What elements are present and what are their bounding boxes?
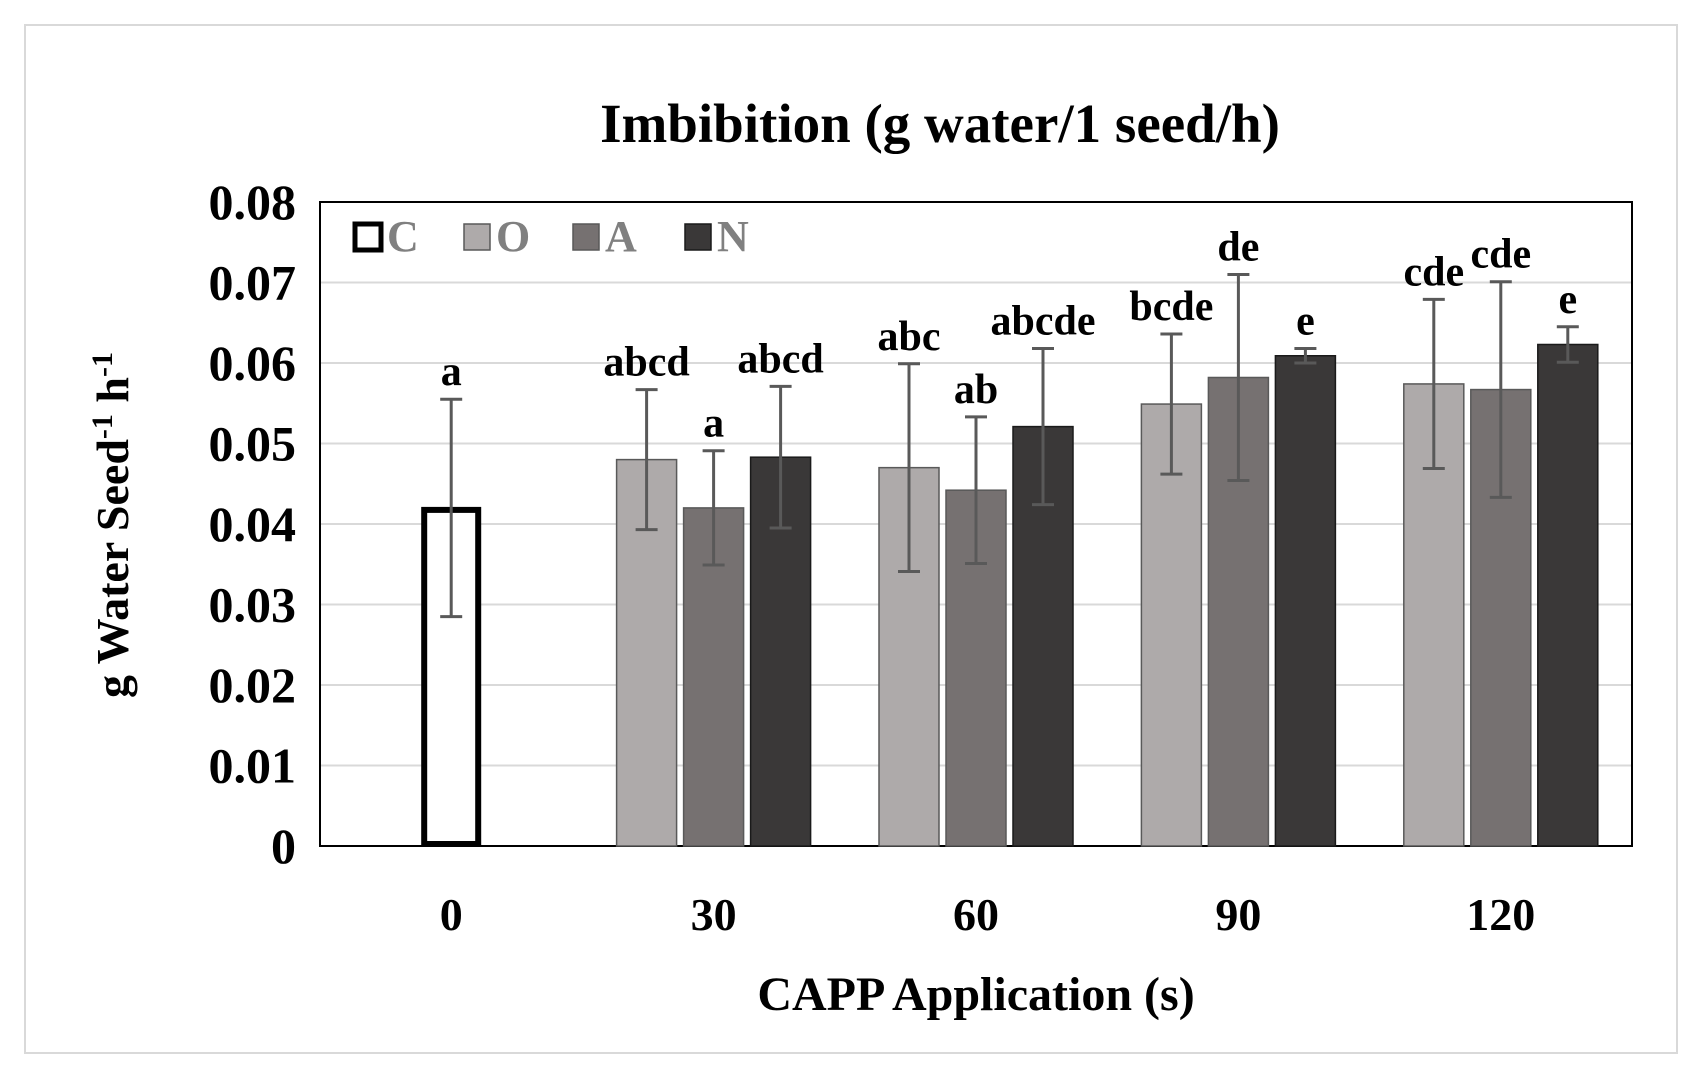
significance-label: a [441,349,462,395]
bar-N-120 [1537,343,1599,847]
legend-label-N: N [717,212,749,261]
significance-label: cde [1403,249,1464,295]
y-tick-label: 0.08 [209,174,297,230]
x-tick-label: 60 [953,889,999,940]
significance-label: a [703,401,724,447]
y-axis-ticks: 0 0.01 0.02 0.03 0.04 0.05 0.06 0.07 0.08 [209,174,297,874]
legend-label-A: A [605,212,637,261]
significance-label: e [1558,277,1577,323]
significance-label: abcde [991,299,1096,345]
significance-label: abcd [603,340,689,386]
bar-N-90 [1274,355,1337,847]
chart-frame [24,24,1678,1054]
y-tick-label: 0.01 [209,738,297,794]
x-tick-label: 120 [1466,889,1535,940]
bars [421,343,1599,847]
y-tick-label: 0.06 [209,335,297,391]
significance-label: de [1217,224,1259,270]
x-axis-ticks: 0 30 60 90 120 [440,889,1536,940]
y-tick-label: 0.02 [209,657,297,713]
y-tick-label: 0.03 [209,577,297,633]
significance-label: bcde [1129,284,1213,330]
y-tick-label: 0.07 [209,255,297,311]
y-tick-label: 0 [271,818,296,874]
error-bars [440,272,1579,619]
x-tick-label: 0 [440,889,463,940]
legend-swatch-O [463,223,491,251]
significance-label: abc [878,314,941,360]
legend-label-C: C [387,212,419,261]
significance-label: cde [1470,232,1531,278]
legend-swatch-A [572,223,600,251]
legend-label-O: O [496,212,530,261]
y-tick-label: 0.05 [209,416,297,472]
chart-title: Imbibition (g water/1 seed/h) [600,93,1280,154]
y-tick-label: 0.04 [209,496,297,552]
significance-label: abcd [737,336,823,382]
significance-label: e [1296,299,1315,345]
legend-swatch-C [352,221,384,253]
significance-label: ab [954,367,998,413]
y-axis-label: g Water Seed-1 h-1 [86,352,139,698]
x-axis-label: CAPP Application (s) [757,968,1194,1021]
x-tick-label: 90 [1215,889,1261,940]
x-tick-label: 30 [691,889,737,940]
legend-swatch-N [684,223,712,251]
